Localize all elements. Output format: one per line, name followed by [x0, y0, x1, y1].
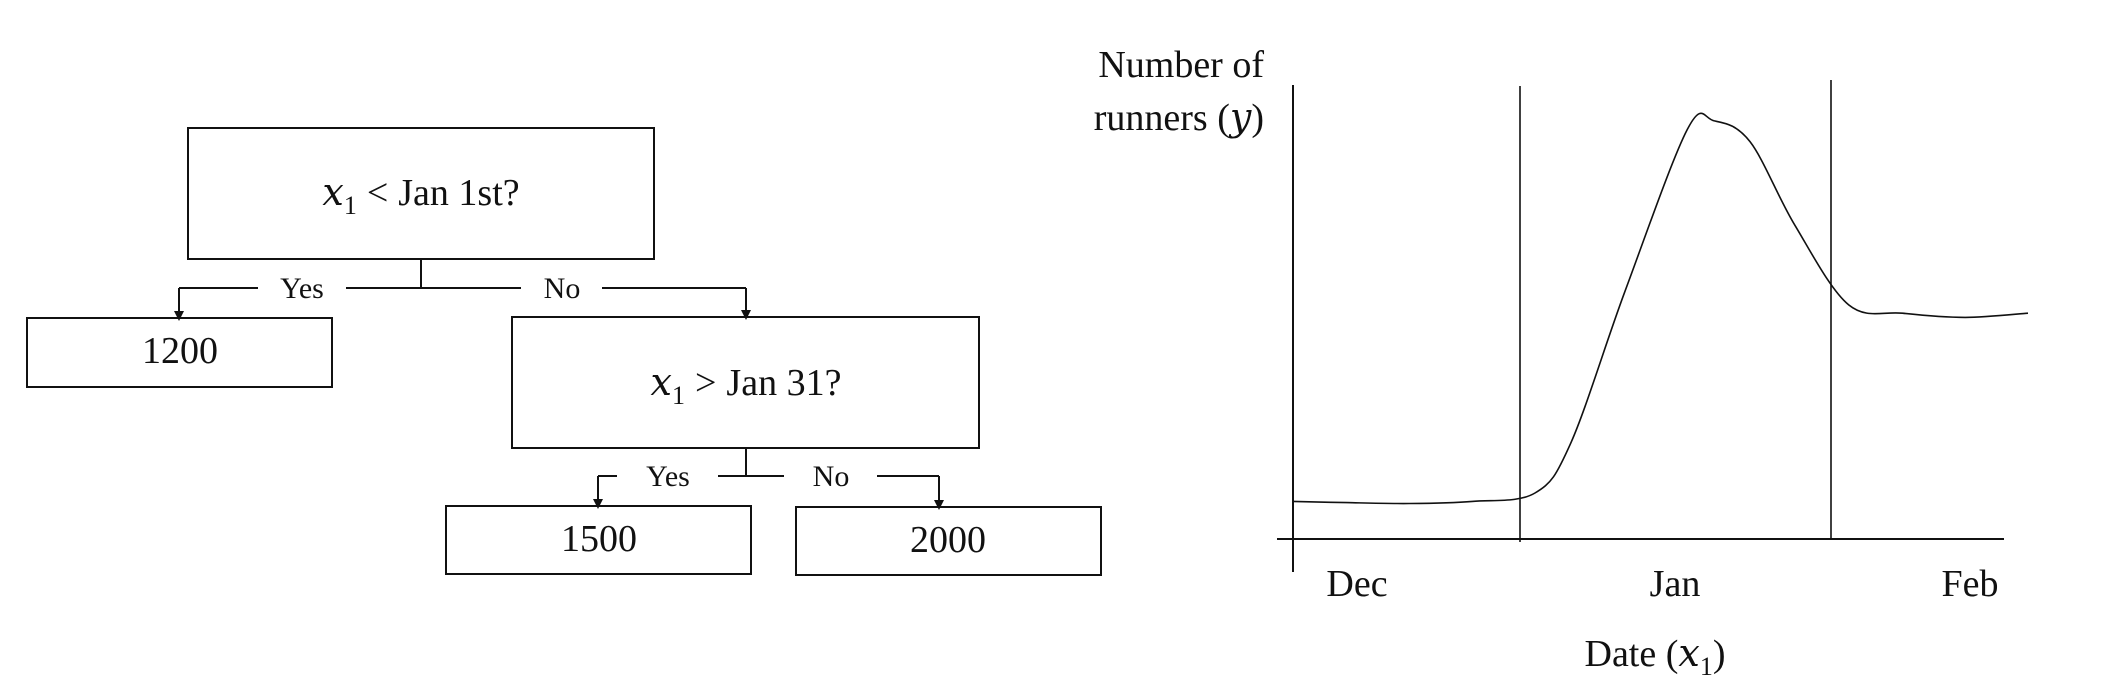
y-axis-label-line1: Number of [1098, 44, 1264, 86]
decision-tree-text: x1 < Jan 1st? 1200 Yes No x1 > Jan 31? Yes N… [142, 170, 986, 561]
node2-rest: Jan 31? [726, 362, 841, 404]
x-tick-dec: Dec [1326, 563, 1387, 605]
root-var: x [322, 170, 343, 214]
node2-op: > [695, 362, 716, 404]
runners-chart: Dec Jan Feb Number of runners (y) Date (… [1094, 44, 2029, 681]
x-axis-label-close: ) [1713, 633, 1726, 675]
node2-yes-label: Yes [646, 460, 690, 493]
leaf-1200-label: 1200 [142, 330, 218, 372]
x-axis-label: Date (x1) [1585, 631, 1726, 681]
root-rest: Jan 1st? [398, 172, 519, 214]
root-op: < [367, 172, 388, 214]
decision-tree [26, 127, 1102, 576]
leaf-1500-label: 1500 [561, 518, 637, 560]
leaf-2000-label: 2000 [910, 519, 986, 561]
x-axis-label-var: x [1678, 631, 1699, 675]
y-axis-label-text: runners ( [1094, 97, 1230, 139]
root-node-box [187, 127, 655, 260]
leaf-2000-box [795, 506, 1102, 576]
node2-sub: 1 [672, 381, 685, 410]
leaf-1500-box [445, 505, 752, 575]
x-tick-feb: Feb [1942, 563, 1999, 605]
root-node-label: x1 < Jan 1st? [322, 170, 519, 220]
y-axis-label-close: ) [1251, 97, 1264, 139]
node2-var: x [651, 360, 672, 404]
x-tick-jan: Jan [1650, 563, 1701, 605]
y-axis-label-var: y [1228, 95, 1252, 139]
node2-no-label: No [813, 460, 850, 493]
root-yes-label: Yes [280, 272, 324, 305]
runners-series-line [1292, 112, 2029, 505]
y-axis-label-line2: runners (y) [1094, 95, 1264, 139]
leaf-1200-box [26, 317, 333, 388]
x-axis-label-sub: 1 [1700, 652, 1713, 681]
root-no-label: No [544, 272, 581, 305]
node-jan31-label: x1 > Jan 31? [651, 360, 842, 410]
root-sub: 1 [344, 191, 357, 220]
x-axis-label-text: Date ( [1585, 633, 1679, 675]
